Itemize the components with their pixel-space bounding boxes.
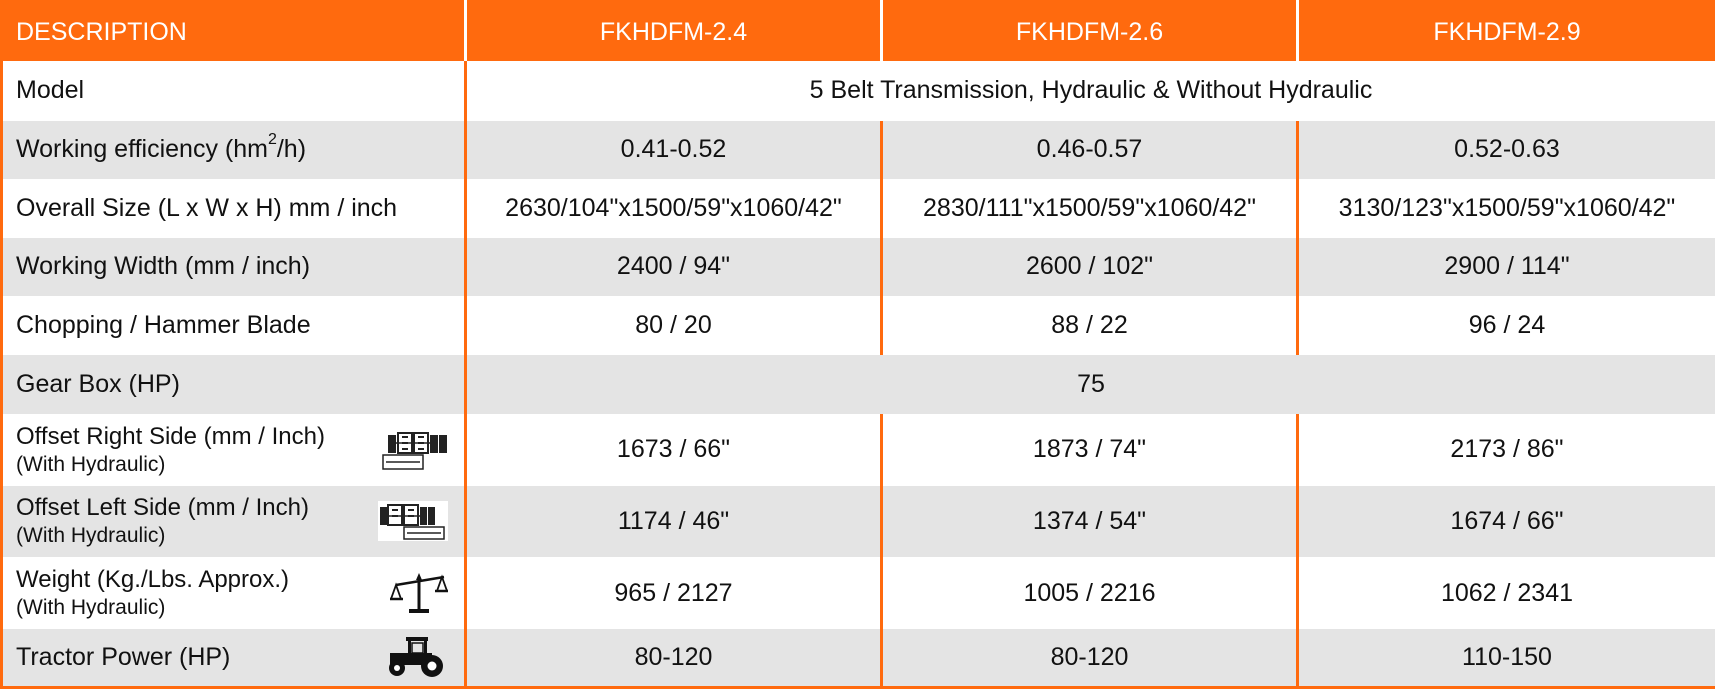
row-offset-right: Offset Right Side (mm / Inch) (With Hydr… [1,414,1715,486]
row-width: Working Width (mm / inch) 2400 / 94" 260… [1,237,1715,297]
cell: 0.52-0.63 [1296,120,1715,180]
label-text: Offset Right Side (mm / Inch) [16,422,325,450]
label-text: Tractor Power (HP) [16,642,231,671]
row-label: Overall Size (L x W x H) mm / inch [1,179,466,238]
offset-right-icon [382,431,447,470]
row-label: Working Width (mm / inch) [1,237,466,297]
header-row: DESCRIPTION FKHDFM-2.4 FKHDFM-2.6 FKHDFM… [1,1,1715,61]
header-model-2: FKHDFM-2.6 [880,1,1298,61]
row-label: Gear Box (HP) [1,354,466,415]
header-model-3: FKHDFM-2.9 [1296,1,1715,61]
cell: 110-150 [1296,628,1715,688]
header-model-1: FKHDFM-2.4 [464,1,882,61]
row-tractor: Tractor Power (HP) 80-120 80-120 110-150 [1,628,1715,688]
cell: 2830/111"x1500/59"x1060/42" [880,179,1298,238]
row-gearbox: Gear Box (HP) 75 [1,354,1715,415]
offset-left-icon [378,501,448,542]
cell: 965 / 2127 [464,557,882,629]
row-label: Tractor Power (HP) [1,628,466,688]
cell: 88 / 22 [880,296,1298,355]
cell: 2630/104"x1500/59"x1060/42" [464,179,882,238]
cell: 1673 / 66" [464,414,882,486]
cell: 80-120 [464,628,882,688]
row-efficiency: Working efficiency (hm2/h) 0.41-0.52 0.4… [1,120,1715,180]
cell: 0.46-0.57 [880,120,1298,180]
cell: 1674 / 66" [1296,485,1715,558]
row-label: Working efficiency (hm2/h) [1,120,466,180]
superscript: 2 [267,131,277,149]
cell: 80 / 20 [464,296,882,355]
row-value: 75 [464,354,1715,415]
cell: 2900 / 114" [1296,237,1715,297]
cell: 0.41-0.52 [464,120,882,180]
cell: 1005 / 2216 [880,557,1298,629]
cell: 2173 / 86" [1296,414,1715,486]
row-value: 5 Belt Transmission, Hydraulic & Without… [464,61,1715,121]
row-model: Model 5 Belt Transmission, Hydraulic & W… [1,61,1715,121]
cell: 1062 / 2341 [1296,557,1715,629]
label-subtext: (With Hydraulic) [16,596,166,620]
row-label: Offset Left Side (mm / Inch) (With Hydra… [1,485,466,558]
cell: 2400 / 94" [464,237,882,297]
header-description: DESCRIPTION [1,1,466,61]
label-text: Weight (Kg./Lbs. Approx.) [16,566,290,594]
label-text: Offset Left Side (mm / Inch) [16,494,309,522]
cell: 1174 / 46" [464,485,882,558]
cell: 80-120 [880,628,1298,688]
tractor-icon [389,637,443,678]
row-label: Model [1,61,466,121]
cell: 1374 / 54" [880,485,1298,558]
scale-icon [390,573,448,614]
row-size: Overall Size (L x W x H) mm / inch 2630/… [1,179,1715,238]
label-subtext: (With Hydraulic) [16,524,166,548]
cell: 3130/123"x1500/59"x1060/42" [1296,179,1715,238]
row-label: Chopping / Hammer Blade [1,296,466,355]
row-weight: Weight (Kg./Lbs. Approx.) (With Hydrauli… [1,557,1715,629]
row-label: Offset Right Side (mm / Inch) (With Hydr… [1,414,466,486]
row-offset-left: Offset Left Side (mm / Inch) (With Hydra… [1,485,1715,558]
cell: 96 / 24 [1296,296,1715,355]
cell: 1873 / 74" [880,414,1298,486]
row-blade: Chopping / Hammer Blade 80 / 20 88 / 22 … [1,296,1715,355]
row-label: Weight (Kg./Lbs. Approx.) (With Hydrauli… [1,557,466,629]
label-text: Working efficiency (hm [16,135,268,164]
label-text: /h) [276,135,307,164]
cell: 2600 / 102" [880,237,1298,297]
label-subtext: (With Hydraulic) [16,452,166,476]
